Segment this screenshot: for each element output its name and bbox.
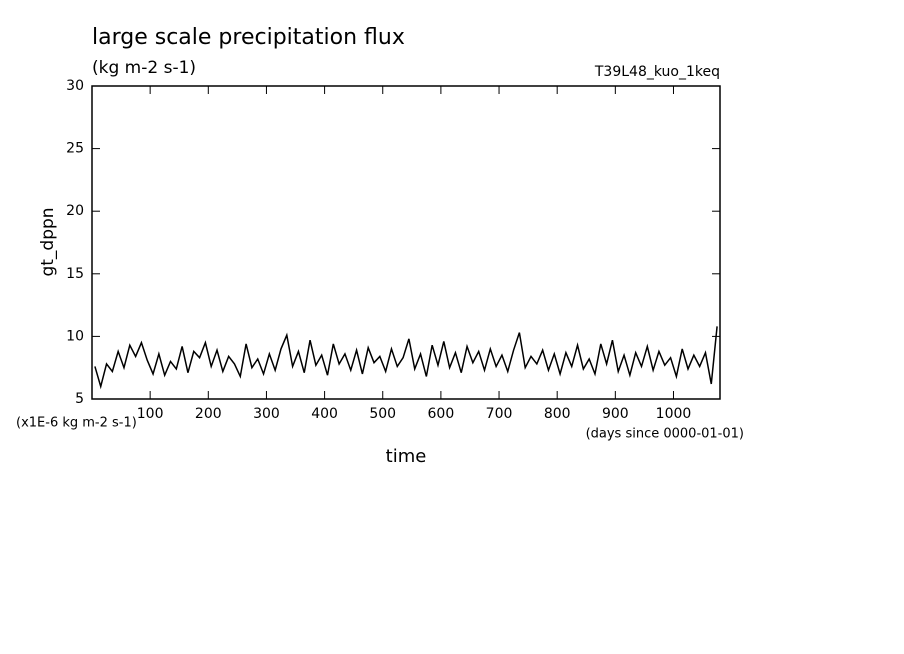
x-tick-label: 200: [195, 406, 222, 422]
x-tick-label: 300: [253, 406, 280, 422]
x-tick-label: 400: [311, 406, 338, 422]
chart-subtitle: (kg m-2 s-1): [92, 58, 196, 78]
x-axis-label: time: [386, 446, 427, 467]
data-line: [94, 326, 718, 390]
chart-title: large scale precipitation flux: [92, 25, 405, 50]
y-tick-label: 15: [66, 266, 84, 282]
y-tick-label: 25: [66, 141, 84, 157]
plot-frame: [91, 85, 721, 400]
y-tick-label: 10: [66, 328, 84, 344]
x-tick-label: 800: [544, 406, 571, 422]
y-tick-label: 30: [66, 78, 84, 94]
x-tick-label: 500: [369, 406, 396, 422]
x-tick-label: 600: [428, 406, 455, 422]
x-tick-label: 900: [602, 406, 629, 422]
y-tick-label: 20: [66, 203, 84, 219]
run-label: T39L48_kuo_1keq: [594, 64, 720, 80]
x-unit-note: (days since 0000-01-01): [586, 427, 744, 442]
x-tick-label: 700: [486, 406, 513, 422]
x-tick-label: 100: [137, 406, 164, 422]
y-scale-note: (x1E-6 kg m-2 s-1): [16, 416, 137, 431]
y-tick-label: 5: [75, 391, 84, 407]
x-tick-label: 1000: [656, 406, 692, 422]
y-axis-label: gt_dppn: [38, 207, 58, 276]
